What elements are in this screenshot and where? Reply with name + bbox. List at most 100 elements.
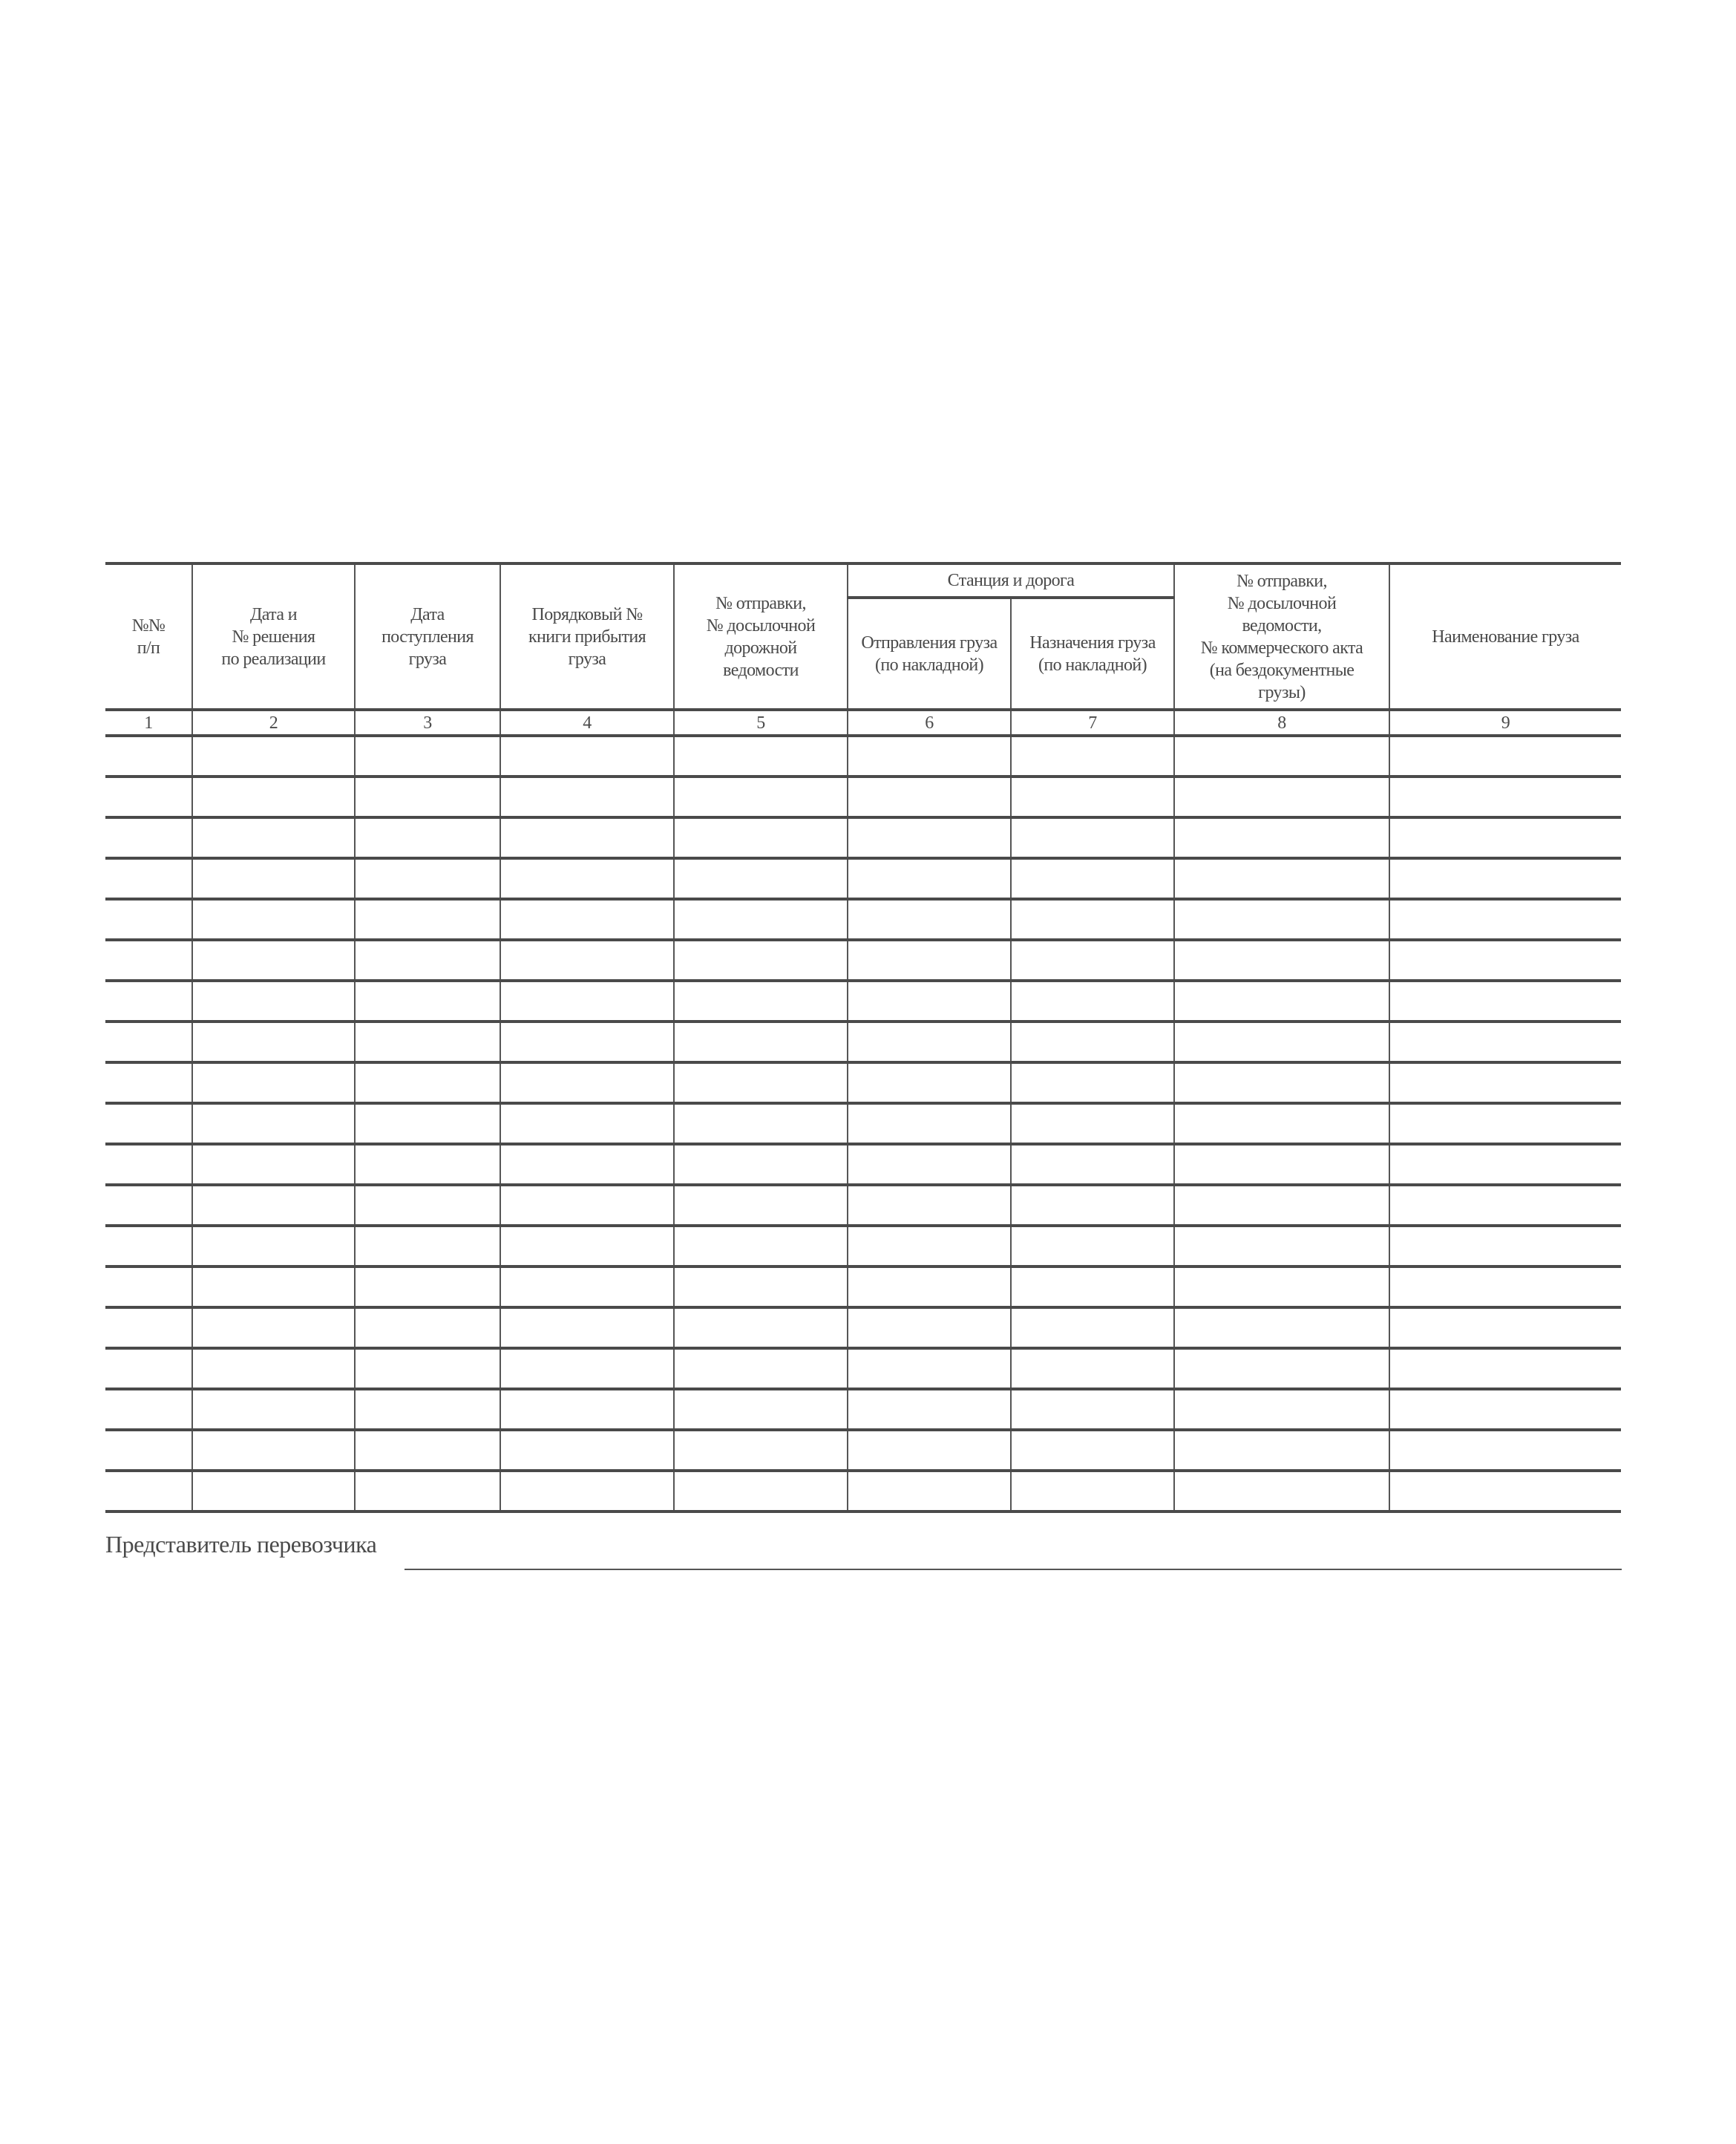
table-cell[interactable] <box>499 938 675 982</box>
table-cell[interactable] <box>673 734 848 778</box>
table-cell[interactable] <box>847 938 1012 982</box>
table-cell[interactable] <box>1010 1265 1175 1309</box>
table-cell[interactable] <box>1389 1428 1621 1472</box>
table-cell[interactable] <box>1389 1061 1621 1105</box>
table-cell[interactable] <box>499 775 675 819</box>
table-cell[interactable] <box>499 816 675 860</box>
table-cell[interactable] <box>673 1061 848 1105</box>
table-cell[interactable] <box>105 1469 193 1513</box>
table-cell[interactable] <box>1389 1102 1621 1145</box>
table-cell[interactable] <box>1173 775 1390 819</box>
table-cell[interactable] <box>1389 1020 1621 1064</box>
table-cell[interactable] <box>191 775 356 819</box>
table-cell[interactable] <box>1010 1143 1175 1186</box>
table-cell[interactable] <box>191 1061 356 1105</box>
table-cell[interactable] <box>499 1265 675 1309</box>
table-cell[interactable] <box>499 1306 675 1350</box>
table-cell[interactable] <box>673 1306 848 1350</box>
table-cell[interactable] <box>191 1183 356 1227</box>
table-cell[interactable] <box>354 1102 501 1145</box>
table-cell[interactable] <box>673 1347 848 1390</box>
table-cell[interactable] <box>1389 816 1621 860</box>
table-cell[interactable] <box>354 1183 501 1227</box>
table-cell[interactable] <box>1389 1347 1621 1390</box>
table-cell[interactable] <box>1010 816 1175 860</box>
table-cell[interactable] <box>1010 898 1175 941</box>
table-cell[interactable] <box>847 1469 1012 1513</box>
table-cell[interactable] <box>499 979 675 1023</box>
table-cell[interactable] <box>1010 1388 1175 1431</box>
table-cell[interactable] <box>1173 938 1390 982</box>
table-cell[interactable] <box>1010 1183 1175 1227</box>
table-cell[interactable] <box>499 734 675 778</box>
table-cell[interactable] <box>1389 1224 1621 1268</box>
table-cell[interactable] <box>1389 857 1621 901</box>
table-cell[interactable] <box>499 1388 675 1431</box>
table-cell[interactable] <box>1010 1020 1175 1064</box>
table-cell[interactable] <box>105 1428 193 1472</box>
table-cell[interactable] <box>1010 775 1175 819</box>
table-cell[interactable] <box>673 898 848 941</box>
table-cell[interactable] <box>847 1428 1012 1472</box>
table-cell[interactable] <box>673 1388 848 1431</box>
table-cell[interactable] <box>1389 1183 1621 1227</box>
table-cell[interactable] <box>847 775 1012 819</box>
table-cell[interactable] <box>847 1347 1012 1390</box>
table-cell[interactable] <box>1173 1143 1390 1186</box>
table-cell[interactable] <box>673 816 848 860</box>
table-cell[interactable] <box>354 1020 501 1064</box>
table-cell[interactable] <box>105 979 193 1023</box>
table-cell[interactable] <box>847 1020 1012 1064</box>
table-cell[interactable] <box>847 1306 1012 1350</box>
table-cell[interactable] <box>191 857 356 901</box>
table-cell[interactable] <box>673 1102 848 1145</box>
table-cell[interactable] <box>354 816 501 860</box>
table-cell[interactable] <box>1389 1306 1621 1350</box>
table-cell[interactable] <box>1010 857 1175 901</box>
table-cell[interactable] <box>1173 734 1390 778</box>
table-cell[interactable] <box>1173 1469 1390 1513</box>
table-cell[interactable] <box>1173 898 1390 941</box>
table-cell[interactable] <box>105 1143 193 1186</box>
table-cell[interactable] <box>847 1265 1012 1309</box>
table-cell[interactable] <box>499 1224 675 1268</box>
table-cell[interactable] <box>191 1265 356 1309</box>
table-cell[interactable] <box>847 898 1012 941</box>
table-cell[interactable] <box>1173 816 1390 860</box>
table-cell[interactable] <box>105 938 193 982</box>
table-cell[interactable] <box>1010 1469 1175 1513</box>
table-cell[interactable] <box>105 857 193 901</box>
table-cell[interactable] <box>673 979 848 1023</box>
table-cell[interactable] <box>1010 1061 1175 1105</box>
table-cell[interactable] <box>1173 1224 1390 1268</box>
table-cell[interactable] <box>499 857 675 901</box>
table-cell[interactable] <box>191 734 356 778</box>
table-cell[interactable] <box>191 1347 356 1390</box>
table-cell[interactable] <box>1173 1020 1390 1064</box>
table-cell[interactable] <box>673 1265 848 1309</box>
table-cell[interactable] <box>499 1061 675 1105</box>
table-cell[interactable] <box>105 1347 193 1390</box>
table-cell[interactable] <box>105 1020 193 1064</box>
table-cell[interactable] <box>1010 1347 1175 1390</box>
table-cell[interactable] <box>499 1428 675 1472</box>
table-cell[interactable] <box>1010 1306 1175 1350</box>
table-cell[interactable] <box>1010 1428 1175 1472</box>
table-cell[interactable] <box>105 1306 193 1350</box>
table-cell[interactable] <box>354 1347 501 1390</box>
table-cell[interactable] <box>105 1224 193 1268</box>
table-cell[interactable] <box>1389 775 1621 819</box>
table-cell[interactable] <box>673 1224 848 1268</box>
table-cell[interactable] <box>354 1388 501 1431</box>
table-cell[interactable] <box>1389 734 1621 778</box>
table-cell[interactable] <box>105 775 193 819</box>
table-cell[interactable] <box>354 1265 501 1309</box>
table-cell[interactable] <box>1010 734 1175 778</box>
table-cell[interactable] <box>191 1428 356 1472</box>
table-cell[interactable] <box>673 857 848 901</box>
table-cell[interactable] <box>1173 1306 1390 1350</box>
table-cell[interactable] <box>847 1183 1012 1227</box>
table-cell[interactable] <box>354 734 501 778</box>
table-cell[interactable] <box>673 1020 848 1064</box>
table-cell[interactable] <box>847 979 1012 1023</box>
